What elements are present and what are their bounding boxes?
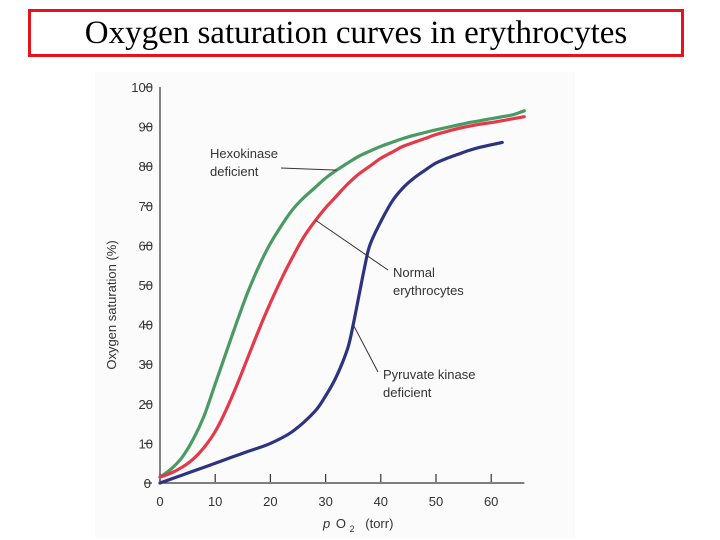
y-tick-label: 40: [139, 318, 153, 333]
x-axis-label-p: p: [322, 516, 330, 531]
annotation-pyruvate-kinase-deficient: Pyruvate kinase deficient: [383, 367, 476, 400]
series-line-pyruvate-kinase-deficient: [158, 140, 504, 485]
x-axis-label-o: O: [336, 516, 346, 531]
series-line-hexokinase-deficient: [158, 109, 526, 479]
x-tick-label: 0: [156, 494, 163, 509]
x-tick-label: 10: [208, 494, 222, 509]
annotation-leader-normal-erythrocytes: [315, 219, 389, 271]
y-tick-label: 70: [139, 199, 153, 214]
x-axis-label-unit: (torr): [365, 516, 393, 531]
y-tick-label: 0: [144, 476, 151, 491]
series-lines: [158, 109, 526, 485]
x-axis-label: p O 2 (torr): [322, 516, 393, 535]
y-tick-label: 50: [139, 278, 153, 293]
annotation-leader-hexokinase-deficient: [280, 167, 337, 171]
y-tick-label: 20: [139, 397, 153, 412]
x-tick-label: 40: [374, 494, 388, 509]
y-tick-label: 80: [139, 159, 153, 174]
axes: 0 10 20 30 40 50 60 70 80 90 100 0 10 20 30 40 50 60: [131, 80, 525, 509]
annotation-leader-pyruvate-kinase-deficient: [352, 324, 379, 373]
annotations: Hexokinase deficient Normal erythrocytes Pyr…: [210, 146, 476, 400]
series-line-normal-erythrocytes: [158, 115, 526, 479]
y-axis-label: Oxygen saturation (%): [104, 240, 119, 369]
x-tick-label: 30: [318, 494, 332, 509]
annotation-normal-erythrocytes: Normal erythrocytes: [393, 265, 464, 298]
annotation-hexokinase-deficient: Hexokinase deficient: [210, 146, 278, 179]
x-axis-label-sub: 2: [350, 524, 355, 534]
x-tick-label: 60: [484, 494, 498, 509]
y-tick-label: 10: [139, 436, 153, 451]
y-tick-label: 90: [139, 120, 153, 135]
plot-panel: [95, 72, 575, 538]
y-tick-label: 60: [139, 238, 153, 253]
y-tick-label: 30: [139, 357, 153, 372]
y-tick-label: 100: [131, 80, 153, 95]
x-tick-label: 20: [263, 494, 277, 509]
slide-title: Oxygen saturation curves in erythrocytes: [28, 9, 684, 57]
x-tick-label: 50: [429, 494, 443, 509]
